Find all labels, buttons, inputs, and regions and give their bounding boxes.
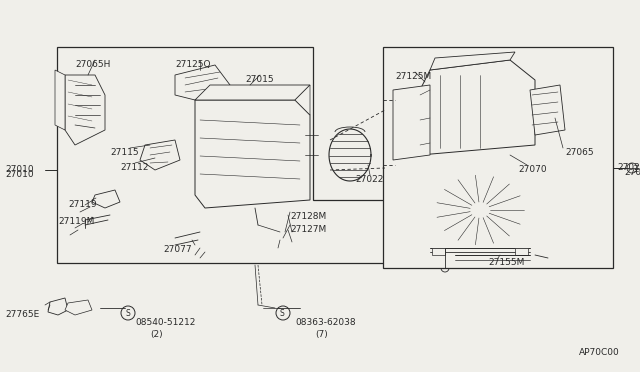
Text: 27010: 27010 xyxy=(5,170,34,179)
Text: 27015: 27015 xyxy=(245,75,274,84)
Text: 27070: 27070 xyxy=(518,165,547,174)
Polygon shape xyxy=(295,85,310,115)
Text: S: S xyxy=(125,308,130,317)
Text: 27119: 27119 xyxy=(68,200,97,209)
Text: 27115: 27115 xyxy=(110,148,139,157)
Polygon shape xyxy=(65,300,92,315)
Text: 27155M: 27155M xyxy=(488,258,524,267)
Polygon shape xyxy=(515,248,528,255)
Text: 27020: 27020 xyxy=(617,164,640,173)
Text: 27765E: 27765E xyxy=(5,310,39,319)
Polygon shape xyxy=(420,60,535,155)
Text: (2): (2) xyxy=(150,330,163,339)
Polygon shape xyxy=(175,65,230,105)
Polygon shape xyxy=(432,248,445,255)
Polygon shape xyxy=(430,52,515,70)
Text: 27065H: 27065H xyxy=(75,60,110,69)
Polygon shape xyxy=(195,100,310,208)
Polygon shape xyxy=(57,47,480,263)
Polygon shape xyxy=(530,85,565,135)
Text: 27010: 27010 xyxy=(5,166,34,174)
Text: 27119M: 27119M xyxy=(58,217,94,226)
Text: 27128M: 27128M xyxy=(290,212,326,221)
Polygon shape xyxy=(195,85,310,100)
Polygon shape xyxy=(48,298,68,315)
Text: 27077: 27077 xyxy=(163,245,191,254)
Polygon shape xyxy=(393,85,430,160)
Text: 27065: 27065 xyxy=(565,148,594,157)
Text: 27127M: 27127M xyxy=(290,225,326,234)
Text: (7): (7) xyxy=(315,330,328,339)
Polygon shape xyxy=(92,190,120,208)
Polygon shape xyxy=(140,140,180,170)
Text: 08363-62038: 08363-62038 xyxy=(295,318,356,327)
Polygon shape xyxy=(55,70,65,130)
Text: S: S xyxy=(280,308,285,317)
Text: 27112: 27112 xyxy=(120,163,148,172)
Bar xyxy=(383,47,613,268)
Text: 08540-51212: 08540-51212 xyxy=(135,318,195,327)
Text: 27020: 27020 xyxy=(624,168,640,177)
Polygon shape xyxy=(65,75,105,145)
Text: AP70C00: AP70C00 xyxy=(579,348,620,357)
Text: 27125Q: 27125Q xyxy=(175,60,211,69)
Text: 27125M: 27125M xyxy=(395,72,431,81)
Text: 27022: 27022 xyxy=(355,175,383,184)
